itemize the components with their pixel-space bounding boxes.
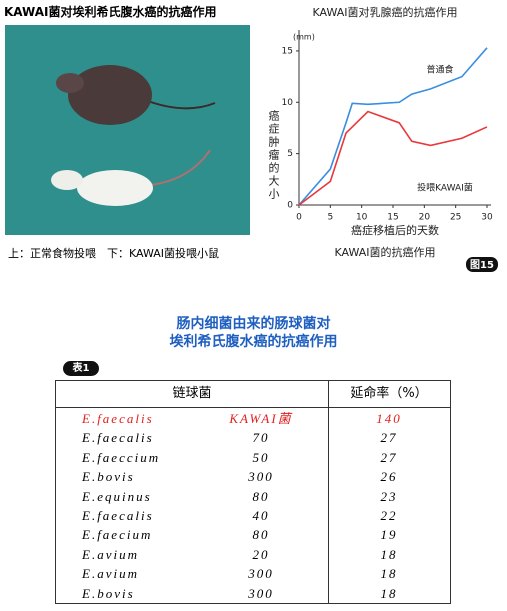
mouse-head xyxy=(51,170,83,190)
survival-rate: 23 xyxy=(380,488,398,504)
row: E.faecalis 40 22 xyxy=(56,506,450,525)
column-header: 链球菌 xyxy=(172,386,212,401)
survival-rate: 27 xyxy=(380,449,398,465)
dose: 40 xyxy=(252,508,270,523)
survival-rate: 18 xyxy=(380,546,398,562)
species: E.equinus xyxy=(82,488,152,504)
chart-caption: KAWAI菌的抗癌作用 xyxy=(335,245,436,259)
x-tick-label: 20 xyxy=(419,213,431,223)
row: E.avium 20 18 xyxy=(56,545,450,564)
row: E.bovis 300 18 xyxy=(56,584,450,603)
row: E.faecalis KAWAI菌 140 xyxy=(56,409,450,428)
survival-rate: 26 xyxy=(380,469,398,485)
tail xyxy=(149,149,211,186)
dose: 80 xyxy=(252,488,270,504)
mouse-body xyxy=(77,170,153,206)
row: E.faeccium 50 27 xyxy=(56,448,450,467)
species: E.avium xyxy=(82,546,139,562)
species: E.faeccium xyxy=(82,449,161,465)
dose: KAWAI菌 xyxy=(229,411,293,426)
y-tick-label: 10 xyxy=(282,98,294,108)
figure-badge xyxy=(466,257,498,272)
species: E.faecalis xyxy=(82,430,154,446)
species: E.bovis xyxy=(82,469,135,485)
species: E.avium xyxy=(82,566,139,582)
mouse-head xyxy=(56,73,84,93)
dose: 300 xyxy=(248,585,274,601)
tail xyxy=(144,99,216,110)
chart: KAWAI菌对乳腺癌的抗癌作用 (mm) 癌症肿瘤的大小 癌症移植后的天数 KA… xyxy=(267,5,498,272)
x-tick-label: 25 xyxy=(450,213,461,223)
dose: 300 xyxy=(248,469,274,485)
row: E.faecalis 70 27 xyxy=(56,428,450,447)
header-rule xyxy=(56,407,450,408)
dose: 50 xyxy=(252,449,270,465)
figure-label: 图15 xyxy=(470,259,494,271)
species: E.faecalis xyxy=(82,411,154,426)
column-header: 延命率（%） xyxy=(350,386,428,401)
chart-title: KAWAI菌对乳腺癌的抗癌作用 xyxy=(313,5,458,19)
row: E.faecium 80 19 xyxy=(56,525,450,544)
dose: 20 xyxy=(252,546,270,562)
heading-line: 埃利希氏腹水癌的抗癌作用 xyxy=(169,334,338,350)
series-line xyxy=(298,110,488,206)
species: E.faecium xyxy=(82,527,153,543)
species: E.faecalis xyxy=(82,508,154,523)
y-tick-label: 0 xyxy=(287,201,293,211)
dose: 70 xyxy=(252,430,270,446)
photo xyxy=(5,25,250,235)
survival-rate: 19 xyxy=(380,527,398,543)
column-rule xyxy=(328,381,329,603)
photo-title: KAWAI菌对埃利希氏腹水癌的抗癌作用 xyxy=(4,5,217,19)
table-label: 表1 xyxy=(63,361,99,376)
survival-rate: 18 xyxy=(380,585,398,601)
survival-rate: 22 xyxy=(380,508,398,523)
x-tick-label: 15 xyxy=(387,213,398,223)
row: E.avium 300 18 xyxy=(56,564,450,583)
species: E.bovis xyxy=(82,585,135,601)
table-heading: 肠内细菌由来的肠球菌对 埃利希氏腹水癌的抗癌作用 xyxy=(0,315,507,351)
survival-rate: 18 xyxy=(380,566,398,582)
survival-rate: 140 xyxy=(376,411,402,426)
table: 链球菌 延命率（%） E.faecalis KAWAI菌 140 E.faecalis… xyxy=(55,380,451,604)
heading-line: 肠内细菌由来的肠球菌对 xyxy=(176,316,331,332)
row: E.equinus 80 23 xyxy=(56,487,450,506)
y-tick-label: 15 xyxy=(282,46,293,56)
x-tick-label: 5 xyxy=(327,213,333,223)
legend-label: 投喂KAWAI菌 xyxy=(417,182,473,194)
y-tick-label: 5 xyxy=(287,149,293,159)
x-tick-label: 10 xyxy=(356,213,368,223)
dose: 80 xyxy=(252,527,270,543)
row: E.bovis 300 26 xyxy=(56,467,450,486)
series-line xyxy=(298,47,488,206)
survival-rate: 27 xyxy=(380,430,398,446)
y-label: 癌症肿瘤的大小 xyxy=(267,109,280,201)
x-label: 癌症移植后的天数 xyxy=(351,223,439,237)
x-tick-label: 30 xyxy=(481,213,493,223)
y-unit: (mm) xyxy=(293,33,315,42)
dose: 300 xyxy=(248,566,274,582)
photo-caption: 上：正常食物投喂 下：KAWAI菌投喂小鼠 xyxy=(8,247,219,260)
mouse-body xyxy=(68,65,152,125)
legend-label: 普通食 xyxy=(426,64,453,76)
x-tick-label: 0 xyxy=(296,213,302,223)
